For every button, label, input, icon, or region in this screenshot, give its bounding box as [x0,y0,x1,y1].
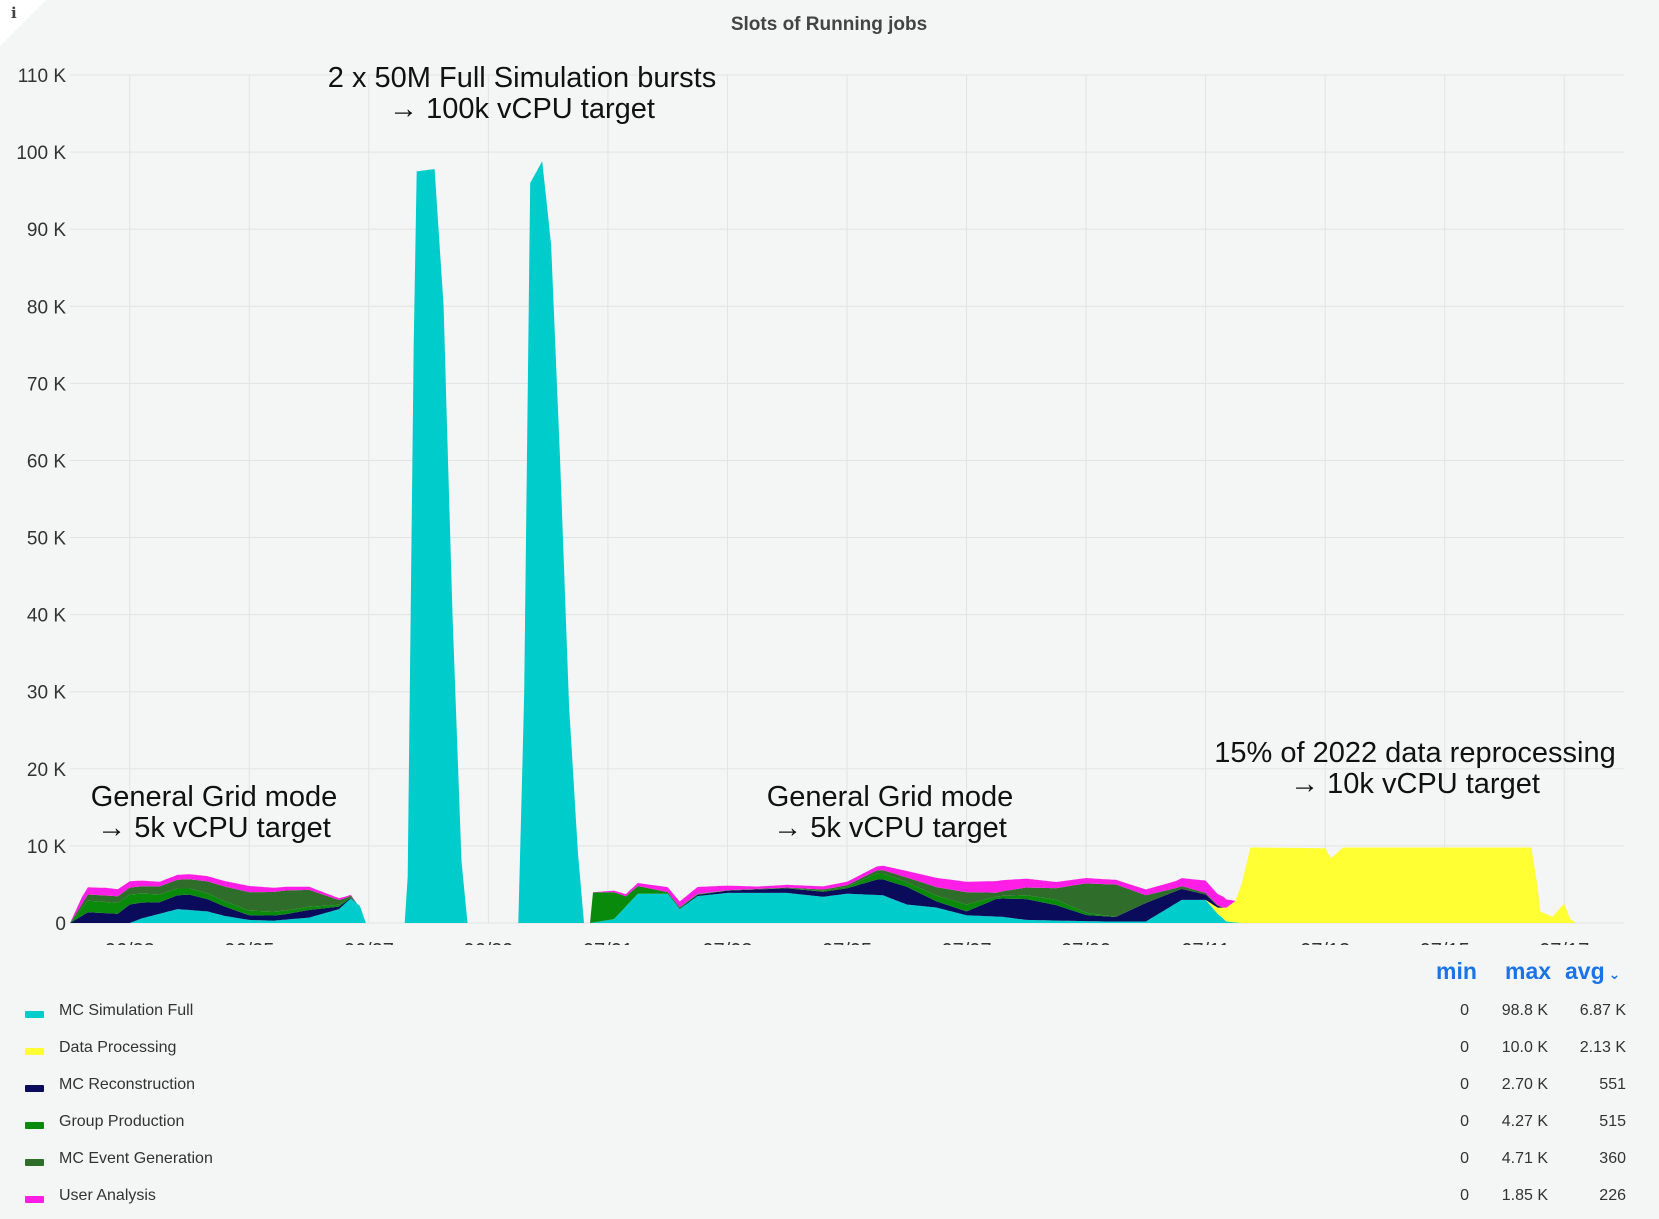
x-tick-label: 07/13 [1300,940,1350,945]
y-tick-label: 10 K [27,837,66,858]
x-tick-label: 07/17 [1539,940,1589,945]
legend-label[interactable]: Data Processing [59,1039,177,1056]
legend-avg-value: 515 [1599,1113,1626,1130]
legend-header-min[interactable]: min [1436,958,1477,984]
legend-row[interactable]: MC Event Generation 0 4.71 K 360 [0,1144,1659,1181]
annotation-bursts: → 100k vCPU target [389,93,655,125]
y-tick-label: 0 [55,914,66,935]
x-tick-label: 06/29 [463,940,513,945]
legend-label[interactable]: MC Reconstruction [59,1076,196,1093]
x-tick-label: 07/09 [1061,940,1111,945]
y-tick-label: 30 K [27,683,66,704]
legend-label[interactable]: MC Simulation Full [59,1002,194,1019]
y-tick-label: 80 K [27,297,66,318]
x-tick-label: 07/07 [942,940,992,945]
annotation-reproc: 15% of 2022 data reprocessing [1214,737,1615,769]
legend-min-value: 0 [1460,1002,1469,1019]
annotation-grid1: → 5k vCPU target [97,812,331,844]
x-tick-label: 07/15 [1420,940,1470,945]
chevron-down-icon[interactable]: ⌄ [1608,966,1621,982]
y-tick-label: 100 K [16,143,66,164]
legend-avg-value: 226 [1599,1187,1626,1204]
legend-max-value: 10.0 K [1501,1039,1548,1056]
legend-swatch [25,1048,44,1055]
legend-max-value: 2.70 K [1501,1076,1548,1093]
annotation-reproc: → 10k vCPU target [1290,768,1540,800]
y-tick-label: 20 K [27,760,66,781]
legend-min-value: 0 [1460,1039,1469,1056]
info-icon[interactable]: i [11,4,17,22]
legend-swatch [25,1159,44,1166]
legend-row[interactable]: MC Reconstruction 0 2.70 K 551 [0,1070,1659,1107]
x-tick-label: 06/23 [105,940,155,945]
legend-max-value: 98.8 K [1501,1002,1548,1019]
legend-row[interactable]: MC Simulation Full 0 98.8 K 6.87 K [0,996,1659,1033]
legend-min-value: 0 [1460,1187,1469,1204]
legend-header-max[interactable]: max [1505,958,1552,984]
legend-swatch [25,1122,44,1129]
legend-row[interactable]: Data Processing 0 10.0 K 2.13 K [0,1033,1659,1070]
x-tick-label: 06/25 [224,940,274,945]
info-corner[interactable] [0,0,46,46]
legend-min-value: 0 [1460,1113,1469,1130]
x-tick-label: 07/03 [702,940,752,945]
legend-max-value: 4.27 K [1501,1113,1548,1130]
legend-row[interactable]: User Analysis 0 1.85 K 226 [0,1181,1659,1218]
legend-header-avg[interactable]: avg ⌄ [1565,958,1621,984]
x-tick-label: 07/05 [822,940,872,945]
legend-avg-value: 2.13 K [1579,1039,1626,1056]
chart-area: Slots of Running jobs 0 10 K 20 K 30 K 40 K 50… [16,14,1624,945]
x-tick-label: 07/01 [583,940,633,945]
legend-label[interactable]: User Analysis [59,1187,156,1204]
y-tick-label: 50 K [27,529,66,550]
annotation-bursts: 2 x 50M Full Simulation bursts [328,62,716,94]
legend-avg-value: 6.87 K [1579,1002,1626,1019]
legend-swatch [25,1085,44,1092]
chart-title: Slots of Running jobs [731,14,927,35]
y-tick-label: 90 K [27,220,66,241]
legend-row[interactable]: Group Production 0 4.27 K 515 [0,1107,1659,1144]
legend-avg-value: 360 [1599,1150,1626,1167]
y-tick-label: 70 K [27,374,66,395]
legend-label[interactable]: Group Production [59,1113,185,1130]
x-tick-label: 07/11 [1181,940,1230,945]
legend-swatch [25,1011,44,1018]
legend-min-value: 0 [1460,1076,1469,1093]
legend-avg-value: 551 [1599,1076,1626,1093]
legend-max-value: 1.85 K [1501,1187,1548,1204]
annotation-grid1: General Grid mode [91,781,338,813]
annotation-grid2: → 5k vCPU target [773,812,1007,844]
legend-label[interactable]: MC Event Generation [59,1150,213,1167]
legend-max-value: 4.71 K [1501,1150,1548,1167]
legend-min-value: 0 [1460,1150,1469,1167]
y-tick-label: 40 K [27,606,66,627]
y-tick-label: 60 K [27,451,66,472]
annotation-grid2: General Grid mode [767,781,1014,813]
x-tick-label: 06/27 [344,940,394,945]
legend-swatch [25,1196,44,1203]
y-tick-label: 110 K [18,66,67,87]
